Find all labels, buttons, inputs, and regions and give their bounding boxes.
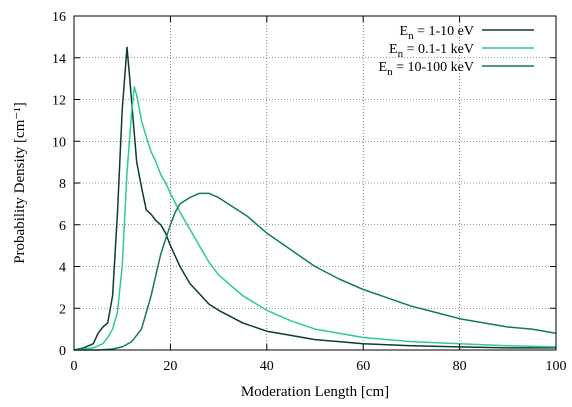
series-line-0 — [73, 46, 556, 351]
x-tick-label: 60 — [356, 359, 370, 374]
y-tick-label: 12 — [52, 94, 66, 109]
x-tick-label: 80 — [453, 359, 467, 374]
y-tick-label: 10 — [52, 135, 66, 150]
legend-label-0: En = 1-10 eV — [400, 24, 474, 42]
x-tick-label: 20 — [163, 359, 177, 374]
series-layer — [73, 46, 557, 351]
x-axis-label: Moderation Length [cm] — [241, 384, 389, 400]
x-tick-label: 0 — [71, 359, 78, 374]
y-tick-label: 0 — [59, 344, 66, 359]
x-tick-label: 40 — [260, 359, 274, 374]
y-tick-label: 6 — [59, 219, 66, 234]
legend-label-2: En = 10-100 keV — [379, 60, 474, 78]
series-line-2 — [74, 192, 557, 351]
axis-ticks: 0 20 40 60 80 100 0 2 4 6 8 10 12 14 16 — [52, 10, 567, 374]
series-line-1 — [73, 86, 557, 351]
y-tick-label: 2 — [59, 302, 66, 317]
y-tick-label: 8 — [59, 177, 66, 192]
y-tick-label: 14 — [52, 52, 66, 67]
y-tick-label: 4 — [59, 261, 66, 276]
y-axis-label: Probability Density [cm⁻¹] — [12, 102, 28, 264]
legend-label-1: En = 0.1-1 keV — [389, 42, 474, 60]
y-tick-label: 16 — [52, 10, 66, 25]
x-tick-label: 100 — [546, 359, 567, 374]
